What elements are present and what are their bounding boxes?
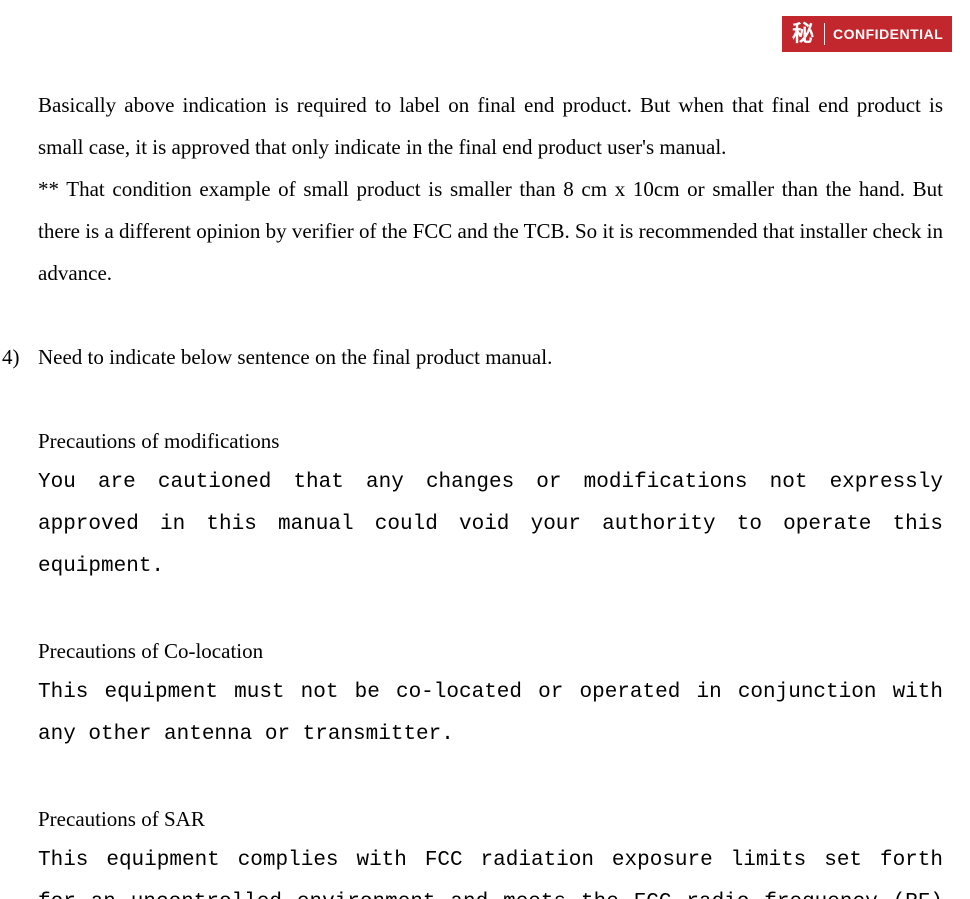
section-number: 4) xyxy=(2,336,20,378)
precaution-text-2: This equipment complies with FCC radiati… xyxy=(38,840,943,899)
intro-paragraph-1: Basically above indication is required t… xyxy=(38,84,943,168)
section-4-title: Need to indicate below sentence on the f… xyxy=(38,336,943,378)
blank-line xyxy=(38,756,943,798)
intro-paragraph-2: ** That condition example of small produ… xyxy=(38,168,943,294)
document-page: 秘 CONFIDENTIAL Basically above indicatio… xyxy=(0,0,970,899)
precaution-text-0: You are cautioned that any changes or mo… xyxy=(38,462,943,588)
precaution-heading-2: Precautions of SAR xyxy=(38,798,943,840)
precaution-heading-0: Precautions of modifications xyxy=(38,420,943,462)
precaution-text-1: This equipment must not be co-located or… xyxy=(38,672,943,756)
blank-line xyxy=(38,378,943,420)
confidential-badge: 秘 CONFIDENTIAL xyxy=(782,16,952,52)
confidential-label: CONFIDENTIAL xyxy=(825,26,943,42)
document-content: Basically above indication is required t… xyxy=(38,84,943,899)
confidential-kanji: 秘 xyxy=(782,16,824,52)
section-4: 4) Need to indicate below sentence on th… xyxy=(38,336,943,899)
blank-line xyxy=(38,588,943,630)
precaution-heading-1: Precautions of Co-location xyxy=(38,630,943,672)
confidential-divider xyxy=(824,23,825,45)
